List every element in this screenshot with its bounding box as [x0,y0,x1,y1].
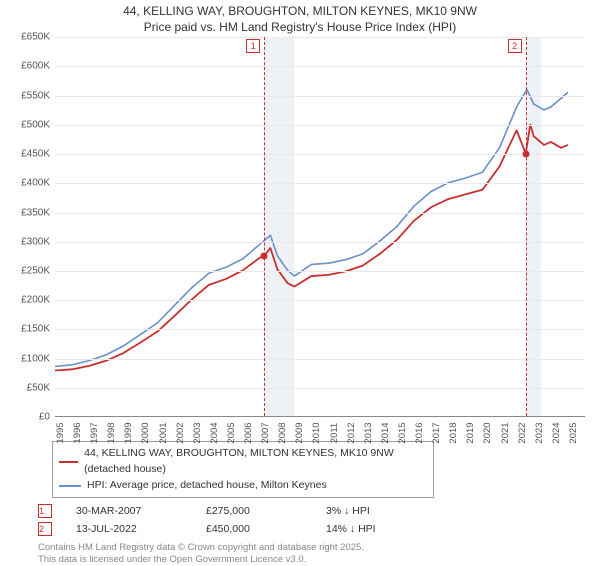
gridline [55,96,585,97]
footer-line-2: This data is licensed under the Open Gov… [38,554,600,566]
y-tick-label: £200K [5,295,50,306]
y-tick-label: £250K [5,266,50,277]
sale-row: 1 30-MAR-2007£275,0003% ↓ HPI [38,502,600,520]
x-tick-label: 2004 [209,423,220,444]
chart-title: 44, KELLING WAY, BROUGHTON, MILTON KEYNE… [0,0,600,37]
x-axis: 1995199619971998199920002001200220032004… [55,419,585,437]
x-tick-label: 2014 [380,423,391,444]
x-tick-label: 2001 [158,423,169,444]
gridline [55,213,585,214]
legend: 44, KELLING WAY, BROUGHTON, MILTON KEYNE… [52,441,434,498]
x-tick-label: 2021 [500,423,511,444]
x-tick-label: 2003 [192,423,203,444]
sales-table: 1 30-MAR-2007£275,0003% ↓ HPI 2 13-JUL-2022… [38,502,600,538]
footer-line-1: Contains HM Land Registry data © Crown c… [38,542,600,554]
sale-marker-label: 2 [508,39,522,53]
legend-label: HPI: Average price, detached house, Milt… [87,478,327,494]
sale-marker-label: 1 [246,39,260,53]
y-tick-label: £150K [5,324,50,335]
x-tick-label: 2007 [260,423,271,444]
gridline [55,183,585,184]
footer-attribution: Contains HM Land Registry data © Crown c… [38,542,600,566]
y-tick-label: £550K [5,90,50,101]
sale-date: 13-JUL-2022 [76,523,206,535]
sale-marker-line [264,37,265,416]
x-tick-label: 2016 [414,423,425,444]
y-axis: £0£50K£100K£150K£200K£250K£300K£350K£400… [5,37,53,417]
x-tick-label: 1998 [106,423,117,444]
y-tick-label: £500K [5,119,50,130]
y-tick-label: £600K [5,61,50,72]
x-tick-label: 2019 [465,423,476,444]
x-tick-label: 2017 [431,423,442,444]
sale-price: £450,000 [206,523,326,535]
x-tick-label: 2012 [346,423,357,444]
y-tick-label: £300K [5,236,50,247]
legend-label: 44, KELLING WAY, BROUGHTON, MILTON KEYNE… [84,446,427,478]
sale-row-marker: 1 [38,504,52,518]
gridline [55,271,585,272]
x-tick-label: 2009 [294,423,305,444]
legend-item: 44, KELLING WAY, BROUGHTON, MILTON KEYNE… [59,446,427,478]
x-tick-label: 2020 [482,423,493,444]
chart-area: £0 £50K £100K £150K £200K £250K £300K £350K £400… [5,37,595,437]
sale-point-dot [522,151,529,158]
legend-swatch [59,485,81,487]
x-tick-label: 1995 [55,423,66,444]
x-tick-label: 2006 [243,423,254,444]
y-tick-label: £0 [5,412,50,423]
gridline [55,388,585,389]
gridline [55,66,585,67]
gridline [55,37,585,38]
x-tick-label: 2011 [329,423,340,443]
x-tick-label: 2013 [363,423,374,444]
x-tick-label: 2024 [551,423,562,444]
sale-hpi-diff: 3% ↓ HPI [326,505,446,517]
y-tick-label: £50K [5,382,50,393]
legend-item: HPI: Average price, detached house, Milt… [59,478,427,494]
sale-hpi-diff: 14% ↓ HPI [326,523,446,535]
x-tick-label: 2022 [517,423,528,444]
series-hpi [55,90,568,367]
x-tick-label: 2002 [175,423,186,444]
sale-point-dot [261,253,268,260]
y-tick-label: £450K [5,149,50,160]
plot-area: 12 [55,37,585,417]
gridline [55,359,585,360]
x-tick-label: 2000 [140,423,151,444]
sale-row-marker: 2 [38,522,52,536]
gridline [55,329,585,330]
x-tick-label: 1997 [89,423,100,444]
y-tick-label: £350K [5,207,50,218]
x-tick-label: 1996 [72,423,83,444]
gridline [55,242,585,243]
sale-marker-line [526,37,527,416]
gridline [55,154,585,155]
sale-date: 30-MAR-2007 [76,505,206,517]
sale-price: £275,000 [206,505,326,517]
y-tick-label: £100K [5,353,50,364]
legend-swatch [59,461,78,463]
x-tick-label: 1999 [123,423,134,444]
x-tick-label: 2025 [568,423,579,444]
x-tick-label: 2005 [226,423,237,444]
y-tick-label: £650K [5,32,50,43]
x-tick-label: 2008 [277,423,288,444]
y-tick-label: £400K [5,178,50,189]
x-tick-label: 2015 [397,423,408,444]
x-tick-label: 2010 [311,423,322,444]
gridline [55,300,585,301]
title-line-1: 44, KELLING WAY, BROUGHTON, MILTON KEYNE… [0,4,600,20]
title-line-2: Price paid vs. HM Land Registry's House … [0,20,600,36]
x-tick-label: 2023 [534,423,545,444]
sale-row: 2 13-JUL-2022£450,00014% ↓ HPI [38,520,600,538]
gridline [55,125,585,126]
x-tick-label: 2018 [448,423,459,444]
